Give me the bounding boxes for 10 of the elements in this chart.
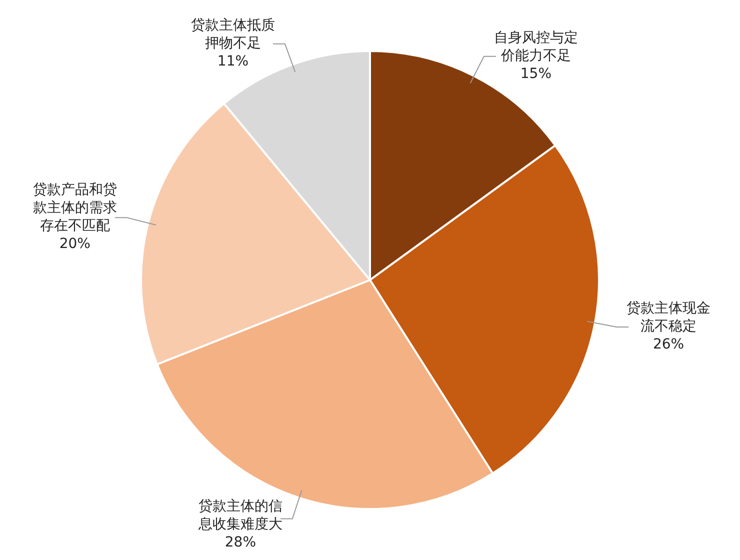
slice-label: 贷款主体现金流不稳定 [626, 300, 711, 335]
data-label: 15% [520, 66, 552, 82]
slice-label: 贷款主体抵质押物不足 [190, 17, 275, 52]
data-label: 28% [224, 534, 256, 551]
slice-label: 贷款主体的信息收集难度大 [197, 498, 282, 533]
data-label: 11% [217, 53, 249, 70]
data-label: 26% [652, 336, 684, 353]
data-label: 20% [59, 236, 90, 252]
slice-label: 自身风控与定价能力不足 [494, 30, 578, 64]
slice-label: 贷款产品和贷款主体的需求存在不匹配 [32, 182, 117, 234]
